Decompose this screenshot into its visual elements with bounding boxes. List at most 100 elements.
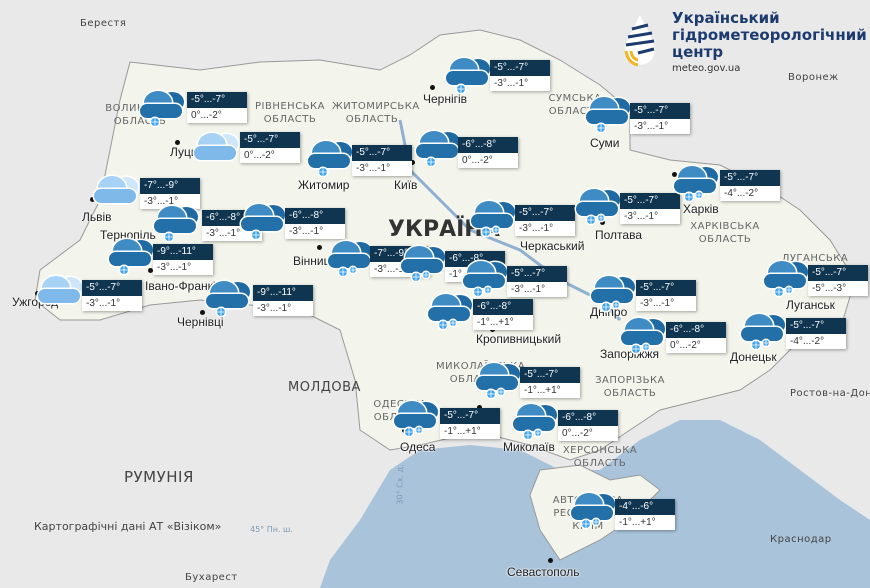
temperature-box: -9°...-11° -3°...-1°: [253, 285, 313, 316]
heavy-snow-cloud-icon: [472, 360, 526, 400]
region-label: ЖИТОМИРСЬКА ОБЛАСТЬ: [332, 101, 420, 125]
day-temperature: -4°...-2°: [720, 186, 780, 201]
night-temperature: -5°...-7°: [507, 266, 567, 282]
night-temperature: -6°...-8°: [558, 410, 618, 426]
snow-cloud-icon: [136, 88, 190, 128]
temperature-box: -5°...-7° -3°...-1°: [620, 193, 680, 224]
city-dot: [672, 172, 677, 177]
temperature-box: -5°...-7° -3°...-1°: [82, 280, 142, 311]
temperature-box: -6°...-8° 0°...-2°: [558, 410, 618, 441]
snow-cloud-icon: [202, 278, 256, 318]
day-temperature: -3°...-1°: [515, 221, 575, 236]
day-temperature: -5°...-3°: [808, 281, 868, 296]
day-temperature: -3°...-1°: [82, 296, 142, 311]
day-temperature: -1°...+1°: [440, 424, 500, 439]
heavy-snow-cloud-icon: [617, 315, 671, 355]
neighbor-label: Краснодар: [770, 534, 832, 545]
night-temperature: -5°...-7°: [636, 280, 696, 296]
night-temperature: -6°...-8°: [473, 299, 533, 315]
snow-cloud-icon: [582, 94, 636, 134]
day-temperature: 0°...-2°: [187, 108, 247, 123]
snow-cloud-icon: [304, 138, 358, 178]
city-label: Черкаський: [520, 239, 585, 253]
temperature-box: -9°...-11° -3°...-1°: [153, 244, 213, 275]
night-temperature: -6°...-8°: [458, 137, 518, 153]
city-label: Миколаїв: [503, 440, 555, 454]
snow-cloud-icon: [442, 55, 496, 95]
region-label: ХАРКІВСЬКА ОБЛАСТЬ: [690, 221, 760, 245]
city-dot: [600, 220, 605, 225]
heavy-snow-cloud-icon: [572, 186, 626, 226]
city-label: Харків: [683, 202, 719, 216]
city-label: Житомир: [298, 178, 350, 192]
neighbor-label: РУМУНІЯ: [124, 468, 194, 486]
heavy-snow-cloud-icon: [737, 311, 791, 351]
temperature-box: -5°...-7° -3°...-1°: [630, 103, 690, 134]
temperature-box: -5°...-7° -3°...-1°: [507, 266, 567, 297]
night-temperature: -5°...-7°: [720, 170, 780, 186]
graticule-label: 45° Пн. ш.: [250, 525, 293, 534]
day-temperature: 0°...-2°: [458, 153, 518, 168]
temperature-box: -6°...-8° 0°...-2°: [458, 137, 518, 168]
city-label: Тернопіль: [100, 228, 156, 242]
heavy-snow-cloud-icon: [424, 291, 478, 331]
day-temperature: -3°...-1°: [352, 161, 412, 176]
temperature-box: -6°...-8° -3°...-1°: [285, 208, 345, 239]
night-temperature: -5°...-7°: [620, 193, 680, 209]
snow-cloud-icon: [105, 236, 159, 276]
temperature-box: -5°...-7° -4°...-2°: [720, 170, 780, 201]
city-dot: [200, 310, 205, 315]
site-url[interactable]: meteo.gov.ua: [672, 63, 741, 74]
temperature-box: -5°...-7° -3°...-1°: [636, 280, 696, 311]
night-temperature: -6°...-8°: [285, 208, 345, 224]
heavy-snow-cloud-icon: [390, 398, 444, 438]
region-label: ЛУГАНСЬКА: [781, 253, 849, 264]
region-label: РІВНЕНСЬКА ОБЛАСТЬ: [255, 101, 325, 125]
day-temperature: 0°...-2°: [666, 338, 726, 353]
day-temperature: -3°...-1°: [620, 209, 680, 224]
neighbor-label: Ростов-на-Дону: [790, 388, 870, 399]
city-dot: [317, 245, 322, 250]
city-label: Одеса: [400, 440, 436, 454]
graticule-label: 30° Сх. д.: [395, 464, 405, 505]
night-temperature: -5°...-7°: [808, 265, 868, 281]
temperature-box: -5°...-7° -4°...-2°: [786, 318, 846, 349]
city-label: Луганськ: [786, 298, 835, 312]
night-temperature: -5°...-7°: [515, 205, 575, 221]
city-label: Севастополь: [507, 565, 580, 579]
city-label: Чернігів: [423, 92, 468, 106]
neighbor-label: Берестя: [80, 18, 127, 29]
temperature-box: -6°...-8° 0°...-2°: [666, 322, 726, 353]
city-label: Донецьк: [730, 350, 777, 364]
day-temperature: -3°...-1°: [507, 282, 567, 297]
day-temperature: -1°...+1°: [520, 383, 580, 398]
city-label: Кропивницький: [476, 332, 562, 346]
night-temperature: -7°...-9°: [140, 178, 200, 194]
neighbor-label: Бухарест: [185, 572, 238, 583]
region-label: ХЕРСОНСЬКА ОБЛАСТЬ: [562, 445, 638, 469]
night-temperature: -4°...-6°: [615, 499, 675, 515]
city-dot: [548, 558, 553, 563]
day-temperature: -3°...-1°: [636, 296, 696, 311]
night-temperature: -5°...-7°: [630, 103, 690, 119]
heavy-snow-cloud-icon: [760, 258, 814, 298]
region-label: СУМСЬКА ОБЛАСТЬ: [548, 93, 602, 117]
city-dot: [90, 197, 95, 202]
temperature-box: -4°...-6° -1°...+1°: [615, 499, 675, 530]
heavy-snow-cloud-icon: [509, 401, 563, 441]
temperature-box: -5°...-7° 0°...-2°: [187, 92, 247, 123]
city-dot: [175, 140, 180, 145]
temperature-box: -5°...-7° -1°...+1°: [440, 408, 500, 439]
snow-cloud-icon: [150, 203, 204, 243]
city-label: Полтава: [595, 228, 642, 242]
city-label: Суми: [590, 136, 620, 150]
day-temperature: 0°...-2°: [558, 426, 618, 441]
city-label: Київ: [394, 178, 418, 192]
day-temperature: -4°...-2°: [786, 334, 846, 349]
night-temperature: -5°...-7°: [520, 367, 580, 383]
temperature-box: -5°...-7° -3°...-1°: [352, 145, 412, 176]
night-temperature: -5°...-7°: [490, 60, 550, 76]
ugmc-logo[interactable]: Український гідрометеорологічний центр m…: [620, 8, 867, 78]
neighbor-label: Воронеж: [788, 72, 839, 83]
temperature-box: -5°...-7° 0°...-2°: [240, 132, 300, 163]
